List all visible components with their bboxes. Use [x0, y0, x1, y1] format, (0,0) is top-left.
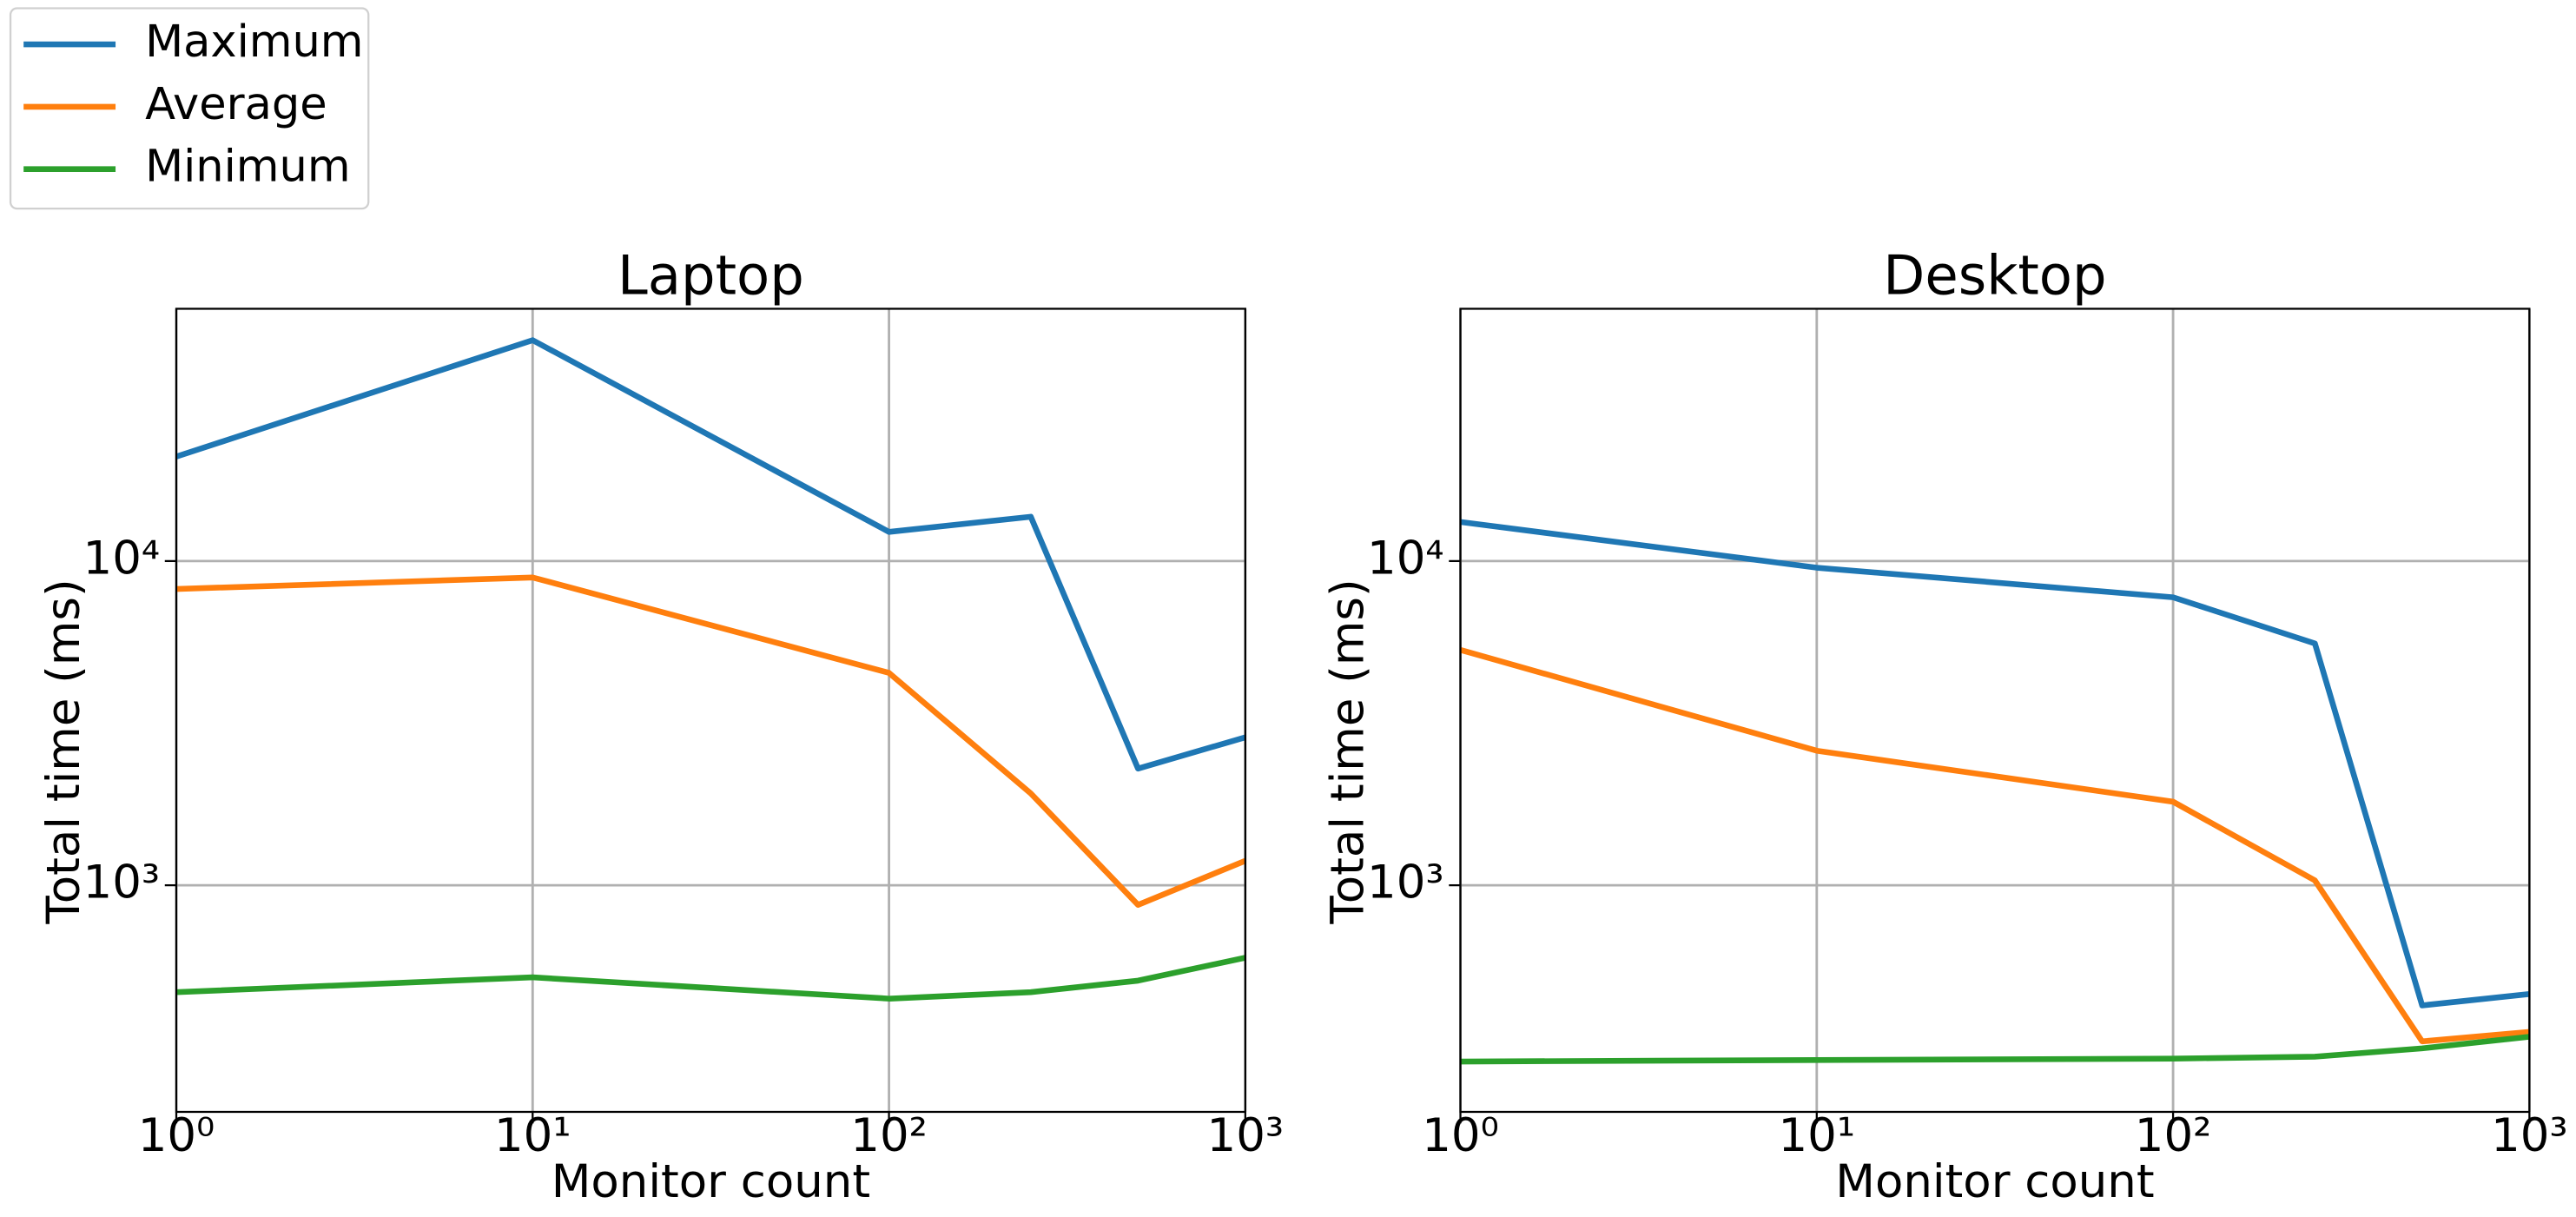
- data-line: [175, 574, 1247, 908]
- y-tick-label: 10⁴: [1367, 532, 1444, 585]
- x-tick-label: 10³: [1207, 1109, 1285, 1162]
- x-tick-label: 10²: [2135, 1109, 2212, 1162]
- x-tick-label: 10⁰: [1422, 1109, 1499, 1162]
- legend-label: Maximum: [145, 17, 363, 68]
- plot-frame: [1459, 308, 2531, 1114]
- y-tick-label: 10³: [83, 857, 161, 909]
- y-tick-label: 10⁴: [83, 532, 161, 585]
- data-line: [1460, 1034, 2530, 1065]
- legend: Maximum Average Minimum: [9, 7, 370, 210]
- y-tick-label: 10³: [1367, 857, 1444, 909]
- x-tick-label: 10⁰: [138, 1109, 215, 1162]
- legend-label: Average: [145, 79, 327, 130]
- y-axis-label: Total time (ms): [1321, 579, 1374, 924]
- plot-frame: [175, 308, 1246, 1114]
- x-tick-label: 10³: [2491, 1109, 2568, 1162]
- data-line: [1459, 646, 2530, 1045]
- legend-label: Minimum: [145, 142, 350, 193]
- data-line: [1460, 519, 2530, 1009]
- x-tick-label: 10¹: [1779, 1109, 1856, 1162]
- data-line: [175, 955, 1246, 1002]
- chart-title: Laptop: [618, 243, 804, 307]
- chart-title: Desktop: [1883, 243, 2106, 307]
- x-axis-label: Monitor count: [1835, 1155, 2154, 1208]
- x-tick-label: 10¹: [494, 1109, 571, 1162]
- x-tick-label: 10²: [850, 1109, 928, 1162]
- data-line: [175, 337, 1246, 772]
- x-axis-label: Monitor count: [552, 1155, 870, 1208]
- legend-box: [9, 7, 370, 210]
- y-axis-label: Total time (ms): [37, 579, 90, 924]
